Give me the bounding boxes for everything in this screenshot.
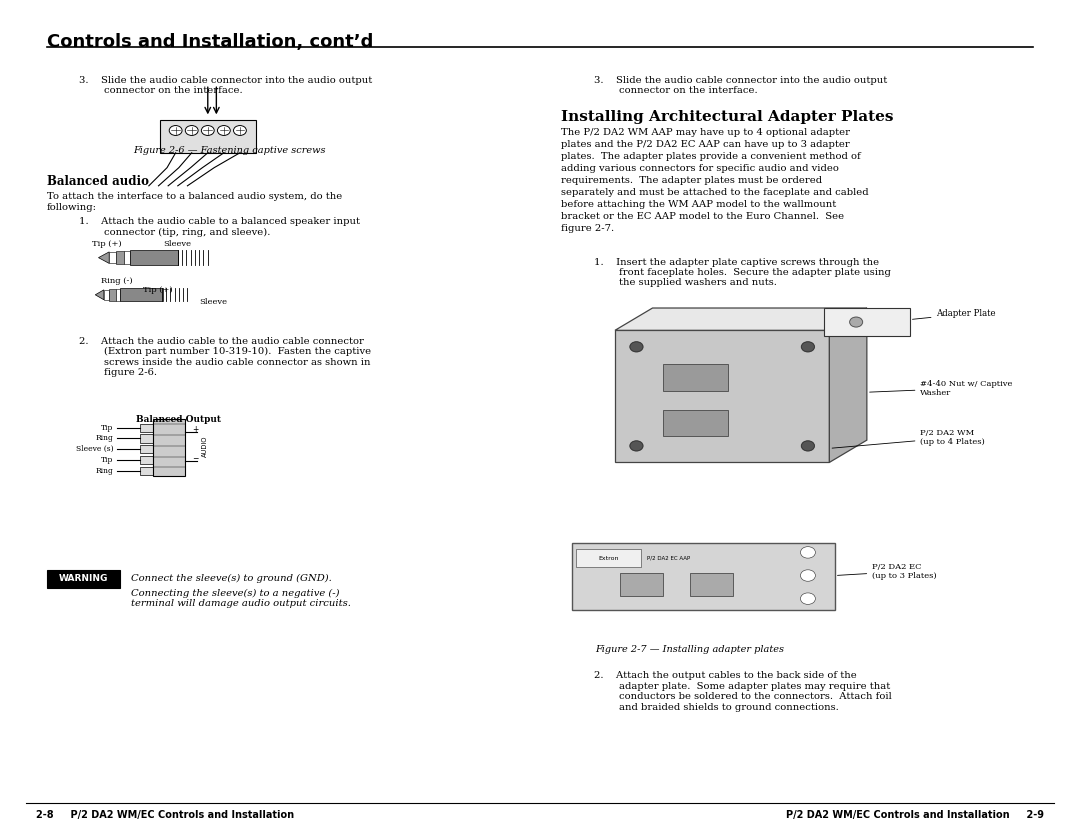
Text: Connecting the sleeve(s) to a negative (-): Connecting the sleeve(s) to a negative (…: [131, 589, 339, 598]
Text: Connect the sleeve(s) to ground (GND).: Connect the sleeve(s) to ground (GND).: [131, 574, 332, 583]
Polygon shape: [829, 308, 867, 462]
FancyBboxPatch shape: [104, 290, 109, 299]
Text: Balanced audio: Balanced audio: [48, 175, 149, 188]
FancyBboxPatch shape: [48, 570, 120, 588]
Text: #4-40 Nut w/ Captive
Washer: #4-40 Nut w/ Captive Washer: [869, 379, 1013, 397]
Text: Extron: Extron: [598, 555, 619, 560]
FancyBboxPatch shape: [124, 251, 130, 264]
Text: Adapter Plate: Adapter Plate: [913, 309, 996, 319]
FancyBboxPatch shape: [109, 289, 116, 300]
FancyBboxPatch shape: [120, 289, 163, 301]
Text: The P/2 DA2 WM AAP may have up to 4 optional adapter
plates and the P/2 DA2 EC A: The P/2 DA2 WM AAP may have up to 4 opti…: [562, 128, 869, 233]
Circle shape: [801, 342, 814, 352]
Text: Sleeve: Sleeve: [163, 240, 191, 249]
Circle shape: [800, 570, 815, 581]
FancyBboxPatch shape: [663, 364, 728, 390]
Polygon shape: [95, 290, 104, 299]
FancyBboxPatch shape: [690, 573, 733, 596]
Text: 3.    Slide the audio cable connector into the audio output
        connector on: 3. Slide the audio cable connector into …: [79, 76, 373, 95]
Text: 2-8     P/2 DA2 WM/EC Controls and Installation: 2-8 P/2 DA2 WM/EC Controls and Installat…: [37, 810, 295, 820]
Circle shape: [850, 317, 863, 327]
Text: terminal will damage audio output circuits.: terminal will damage audio output circui…: [131, 600, 351, 609]
Text: P/2 DA2 WM/EC Controls and Installation     2-9: P/2 DA2 WM/EC Controls and Installation …: [785, 810, 1043, 820]
Text: AUDIO: AUDIO: [202, 435, 207, 457]
FancyBboxPatch shape: [140, 424, 153, 432]
FancyBboxPatch shape: [140, 466, 153, 475]
Circle shape: [170, 126, 183, 135]
FancyBboxPatch shape: [109, 252, 116, 264]
Text: Controls and Installation, cont’d: Controls and Installation, cont’d: [48, 33, 374, 51]
Text: To attach the interface to a balanced audio system, do the
following:: To attach the interface to a balanced au…: [48, 193, 342, 212]
Text: Tip (+): Tip (+): [92, 240, 122, 249]
Circle shape: [217, 126, 230, 135]
Text: P/2 DA2 EC AAP: P/2 DA2 EC AAP: [647, 555, 690, 560]
Circle shape: [186, 126, 198, 135]
Text: 2.    Attach the output cables to the back side of the
        adapter plate.  S: 2. Attach the output cables to the back …: [594, 671, 891, 711]
Circle shape: [800, 546, 815, 558]
Polygon shape: [615, 308, 867, 330]
FancyBboxPatch shape: [116, 289, 120, 300]
Text: Sleeve (s): Sleeve (s): [76, 445, 113, 453]
Text: Ring: Ring: [96, 435, 113, 443]
Text: Balanced Output: Balanced Output: [136, 414, 221, 424]
Text: Ring (-): Ring (-): [100, 278, 132, 285]
Text: WARNING: WARNING: [58, 575, 108, 583]
Text: 3.    Slide the audio cable connector into the audio output
        connector on: 3. Slide the audio cable connector into …: [594, 76, 887, 95]
Text: Tip: Tip: [102, 456, 113, 464]
FancyBboxPatch shape: [572, 542, 835, 610]
FancyBboxPatch shape: [577, 549, 640, 567]
FancyBboxPatch shape: [663, 409, 728, 436]
Text: 1.    Insert the adapter plate captive screws through the
        front faceplat: 1. Insert the adapter plate captive scre…: [594, 258, 890, 288]
FancyBboxPatch shape: [140, 456, 153, 464]
Circle shape: [630, 342, 643, 352]
FancyBboxPatch shape: [116, 251, 124, 264]
Circle shape: [800, 593, 815, 605]
Text: Sleeve: Sleeve: [199, 298, 227, 306]
Circle shape: [201, 126, 214, 135]
Text: Ring: Ring: [96, 467, 113, 475]
FancyBboxPatch shape: [620, 573, 663, 596]
FancyBboxPatch shape: [140, 435, 153, 443]
Circle shape: [801, 441, 814, 451]
Text: P/2 DA2 WM
(up to 4 Plates): P/2 DA2 WM (up to 4 Plates): [832, 429, 985, 448]
Text: 2.    Attach the audio cable to the audio cable connector
        (Extron part n: 2. Attach the audio cable to the audio c…: [79, 337, 372, 377]
Text: Tip: Tip: [102, 424, 113, 432]
FancyBboxPatch shape: [140, 445, 153, 454]
Text: Figure 2-6 — Fastening captive screws: Figure 2-6 — Fastening captive screws: [133, 146, 325, 155]
FancyBboxPatch shape: [153, 420, 186, 475]
Circle shape: [233, 126, 246, 135]
Text: +: +: [192, 425, 198, 434]
Polygon shape: [615, 330, 829, 462]
Polygon shape: [824, 308, 909, 336]
Text: P/2 DA2 EC
(up to 3 Plates): P/2 DA2 EC (up to 3 Plates): [837, 563, 936, 580]
Text: 1.    Attach the audio cable to a balanced speaker input
        connector (tip,: 1. Attach the audio cable to a balanced …: [79, 217, 361, 237]
Circle shape: [630, 441, 643, 451]
FancyBboxPatch shape: [130, 250, 178, 265]
Text: −: −: [192, 455, 198, 464]
FancyBboxPatch shape: [160, 120, 256, 153]
Text: Figure 2-7 — Installing adapter plates: Figure 2-7 — Installing adapter plates: [595, 645, 784, 654]
Text: Installing Architectural Adapter Plates: Installing Architectural Adapter Plates: [562, 110, 894, 124]
Text: Tip (+): Tip (+): [144, 286, 173, 294]
Polygon shape: [98, 252, 109, 264]
